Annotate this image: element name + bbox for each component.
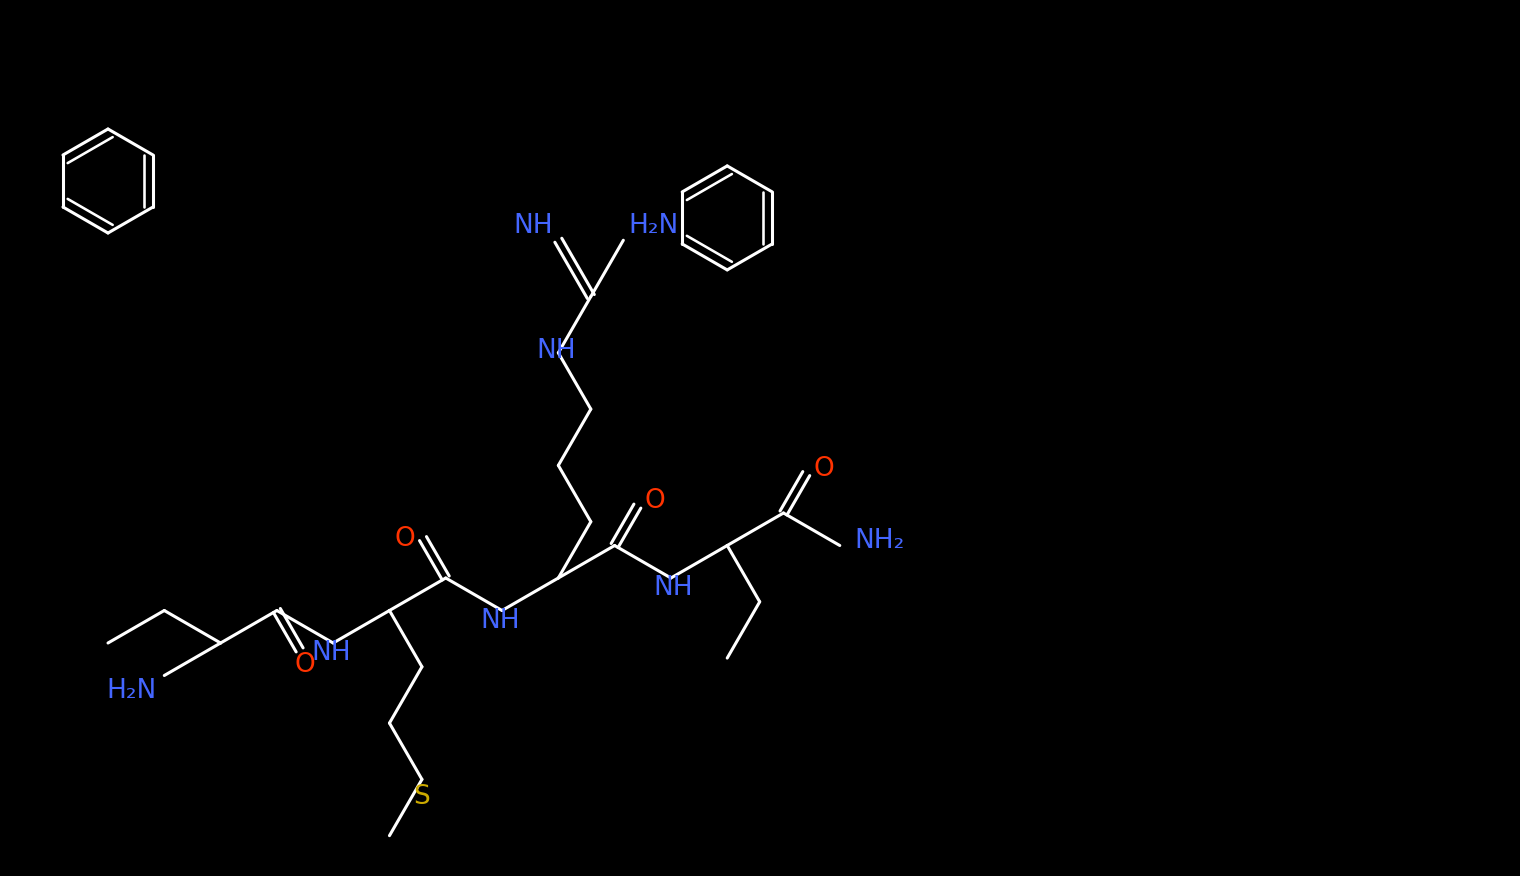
Text: NH: NH: [514, 213, 553, 239]
Text: O: O: [813, 456, 834, 482]
Text: NH₂: NH₂: [854, 527, 904, 554]
Text: O: O: [644, 488, 666, 514]
Text: H₂N: H₂N: [106, 677, 157, 703]
Text: NH: NH: [312, 640, 351, 666]
Text: NH: NH: [480, 607, 520, 633]
Text: NH: NH: [654, 575, 693, 601]
Text: NH: NH: [537, 338, 576, 364]
Text: O: O: [295, 652, 315, 678]
Text: S: S: [413, 784, 430, 810]
Text: H₂N: H₂N: [628, 213, 678, 239]
Text: O: O: [395, 526, 415, 552]
